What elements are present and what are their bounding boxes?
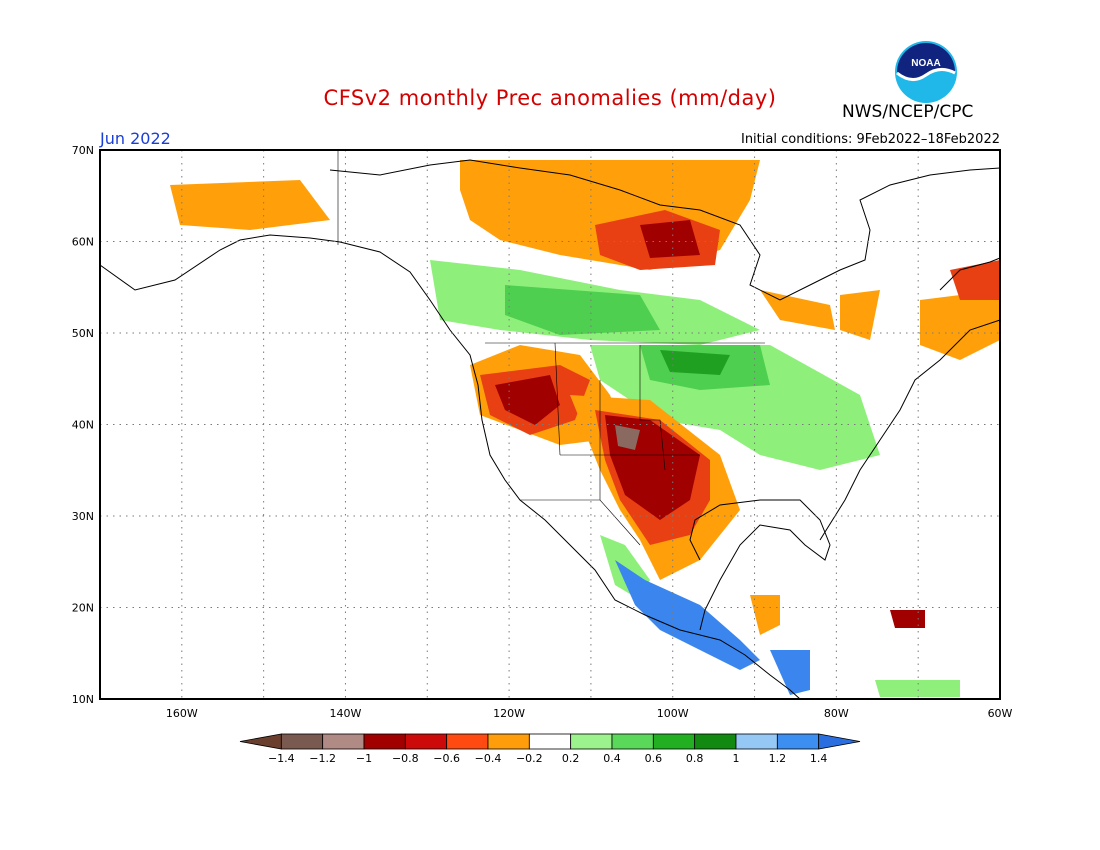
- anomaly-region: [840, 290, 880, 340]
- colorbar-label: −0.4: [475, 752, 502, 765]
- colorbar-label: −0.2: [516, 752, 543, 765]
- anomaly-region: [660, 350, 730, 375]
- map-frame: [99, 149, 1001, 700]
- colorbar-cell: [239, 733, 282, 750]
- lon-label: 100W: [657, 707, 689, 720]
- longitude-labels: 160W 140W 120W 100W 80W 60W: [166, 707, 1013, 720]
- anomaly-region: [875, 680, 960, 697]
- initial-conditions: Initial conditions: 9Feb2022–18Feb2022: [740, 132, 1000, 147]
- anomaly-region: [495, 375, 560, 425]
- anomaly-region: [770, 650, 810, 695]
- lat-label: 60N: [72, 236, 94, 249]
- colorbar-cell: [735, 733, 778, 750]
- colorbar-cell: [446, 733, 489, 750]
- political-border: [639, 345, 666, 471]
- coastline: [939, 257, 1001, 291]
- lon-label: 160W: [166, 707, 198, 720]
- colorbar-cell: [611, 733, 654, 750]
- lat-label: 40N: [72, 419, 94, 432]
- agency-label: NWS/NCEP/CPC: [842, 102, 974, 122]
- lon-label: 120W: [493, 707, 525, 720]
- colorbar-label: 1: [733, 752, 740, 765]
- colorbar-label: −0.6: [433, 752, 460, 765]
- anomaly-region: [890, 610, 925, 628]
- colorbar-cell: [280, 733, 324, 750]
- lon-label: 80W: [824, 707, 849, 720]
- anomaly-field: [170, 160, 1000, 697]
- lat-label: 20N: [72, 602, 94, 615]
- svg-text:NOAA: NOAA: [911, 58, 940, 69]
- colorbar-cell: [570, 733, 613, 750]
- colorbar-cell: [528, 733, 572, 750]
- anomaly-region: [615, 560, 760, 670]
- colorbar-cell: [818, 733, 861, 750]
- noaa-logo-icon: NOAA: [895, 41, 957, 103]
- colorbar-cell: [694, 733, 737, 750]
- colorbar-cell: [776, 733, 820, 750]
- colorbar-cell: [652, 733, 696, 750]
- colorbar-label: 0.6: [645, 752, 663, 765]
- coastline: [99, 234, 801, 700]
- lon-label: 60W: [988, 707, 1013, 720]
- anomaly-region: [760, 290, 835, 330]
- colorbar-cell: [404, 733, 448, 750]
- colorbar-label: −0.8: [392, 752, 419, 765]
- coastline: [689, 499, 831, 631]
- coastline: [819, 319, 1001, 541]
- colorbar-cell: [487, 733, 530, 750]
- colorbar-label: 0.2: [562, 752, 580, 765]
- chart-title: CFSv2 monthly Prec anomalies (mm/day): [323, 86, 777, 110]
- colorbar-label: 0.4: [603, 752, 621, 765]
- political-border: [554, 342, 561, 456]
- colorbar: −1.4 −1.2 −1 −0.8 −0.6 −0.4 −0.2 0.2 0.4 0.6 0.8 1 1…: [239, 733, 861, 765]
- graticule: [100, 150, 1000, 699]
- lat-label: 30N: [72, 510, 94, 523]
- anomaly-region: [640, 220, 700, 258]
- lat-label: 10N: [72, 693, 94, 706]
- colorbar-label: −1: [356, 752, 372, 765]
- colorbar-cell: [322, 733, 365, 750]
- anomaly-region: [750, 595, 780, 635]
- anomaly-region: [170, 180, 330, 230]
- lat-label: 50N: [72, 327, 94, 340]
- forecast-month: Jun 2022: [100, 129, 171, 148]
- colorbar-label: 0.8: [686, 752, 704, 765]
- coastlines: [99, 150, 1001, 700]
- latitude-labels: 70N 60N 50N 40N 30N 20N 10N: [72, 144, 94, 706]
- colorbar-label: 1.2: [769, 752, 787, 765]
- colorbar-label: 1.4: [810, 752, 828, 765]
- anomaly-region: [505, 285, 660, 335]
- coastline: [329, 159, 1001, 301]
- lat-label: 70N: [72, 144, 94, 157]
- lon-label: 140W: [330, 707, 362, 720]
- colorbar-label: −1.4: [268, 752, 295, 765]
- colorbar-cell: [363, 733, 406, 750]
- anomaly-region: [920, 290, 1000, 360]
- political-border: [520, 499, 641, 546]
- anomaly-region: [615, 425, 640, 450]
- colorbar-label: −1.2: [309, 752, 336, 765]
- anomaly-region: [950, 260, 1000, 300]
